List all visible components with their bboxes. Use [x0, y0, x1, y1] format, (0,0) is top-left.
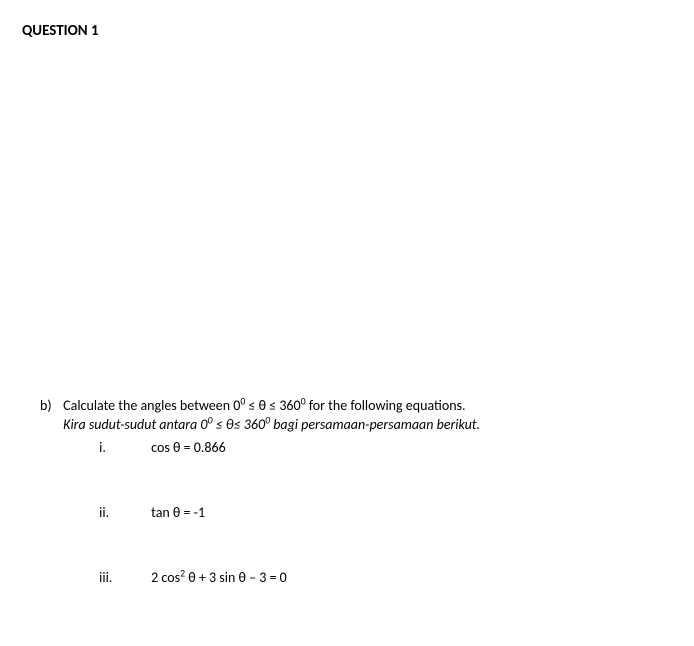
subpart-iii: iii. 2 cos2 θ + 3 sin θ – 3 = 0 — [99, 569, 643, 588]
line1-mid: ≤ θ ≤ 360 — [245, 397, 300, 414]
subpart-i: i. cos θ = 0.866 — [99, 439, 643, 458]
part-b-line2: Kira sudut-sudut antara 00 ≤ θ≤ 3600 bag… — [63, 416, 480, 433]
part-b-line1: Calculate the angles between 00 ≤ θ ≤ 36… — [63, 397, 465, 414]
eq3-pre: 2 cos — [151, 569, 180, 586]
equation-i: cos θ = 0.866 — [151, 439, 226, 458]
roman-i: i. — [99, 439, 151, 458]
part-b: b) Calculate the angles between 00 ≤ θ ≤… — [40, 397, 660, 587]
line2-pre: Kira sudut-sudut antara 0 — [63, 416, 207, 433]
equation-ii: tan θ = -1 — [151, 504, 205, 523]
subpart-ii: ii. tan θ = -1 — [99, 504, 643, 523]
line1-pre: Calculate the angles between 0 — [63, 397, 240, 414]
line2-mid: ≤ θ≤ 360 — [213, 416, 266, 433]
roman-iii: iii. — [99, 569, 151, 588]
line1-post: for the following equations. — [306, 397, 466, 414]
part-b-body: Calculate the angles between 00 ≤ θ ≤ 36… — [63, 397, 643, 587]
eq3-post: θ + 3 sin θ – 3 = 0 — [185, 569, 287, 586]
equation-iii: 2 cos2 θ + 3 sin θ – 3 = 0 — [151, 569, 287, 588]
question-heading: QUESTION 1 — [22, 22, 99, 40]
roman-ii: ii. — [99, 504, 151, 523]
line2-post: bagi persamaan-persamaan berikut. — [270, 416, 480, 433]
subparts: i. cos θ = 0.866 ii. tan θ = -1 iii. 2 c… — [99, 439, 643, 588]
part-b-label: b) — [40, 397, 60, 416]
